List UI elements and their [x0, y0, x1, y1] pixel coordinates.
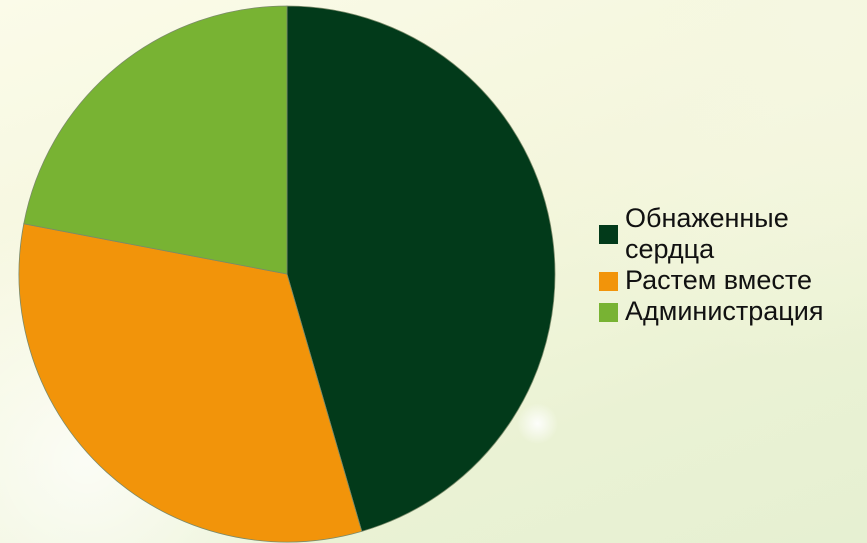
legend-swatch-2: [599, 271, 618, 291]
pie-slice-1: [286, 5, 556, 532]
legend-label-3: Администрация: [625, 296, 824, 326]
legend-item-1: Обнаженные сердца: [599, 203, 867, 265]
legend-swatch-1: [599, 225, 618, 244]
pie-slices: [18, 5, 556, 543]
pie-slice-2: [18, 223, 363, 543]
pie-slice-3: [23, 5, 288, 275]
chart-legend: Обнаженные сердца Растем вместе Админист…: [599, 203, 867, 327]
legend-swatch-3: [599, 302, 618, 322]
legend-label-1: Обнаженные сердца: [625, 203, 789, 264]
legend-item-2: Растем вместе: [599, 265, 867, 296]
legend-item-3: Администрация: [599, 296, 867, 327]
legend-label-2: Растем вместе: [625, 265, 812, 295]
